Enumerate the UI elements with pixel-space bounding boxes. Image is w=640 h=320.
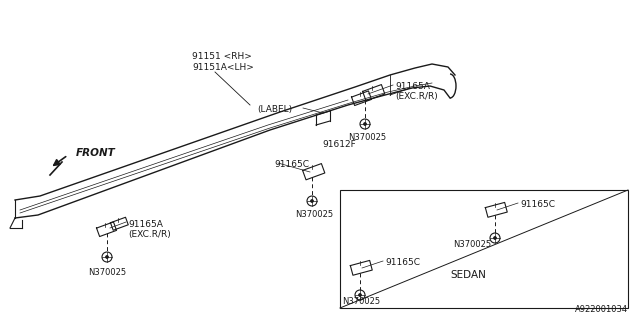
Text: (LABEL): (LABEL) bbox=[257, 105, 292, 114]
Text: (EXC.R/R): (EXC.R/R) bbox=[128, 230, 171, 239]
Text: 91612F: 91612F bbox=[322, 140, 356, 149]
Bar bbox=[340, 190, 628, 308]
Text: N370025: N370025 bbox=[295, 210, 333, 219]
Text: N370025: N370025 bbox=[342, 297, 380, 306]
Text: A922001034: A922001034 bbox=[575, 305, 628, 314]
Text: 91165C: 91165C bbox=[274, 160, 309, 169]
Text: 91165C: 91165C bbox=[520, 200, 555, 209]
Text: SEDAN: SEDAN bbox=[450, 270, 486, 280]
Circle shape bbox=[310, 199, 314, 203]
Text: (EXC.R/R): (EXC.R/R) bbox=[395, 92, 438, 101]
Text: N370025: N370025 bbox=[348, 133, 386, 142]
Text: N370025: N370025 bbox=[88, 268, 126, 277]
Text: 91151A<LH>: 91151A<LH> bbox=[192, 63, 254, 72]
Circle shape bbox=[364, 123, 367, 125]
Text: 91165A: 91165A bbox=[128, 220, 163, 229]
Text: 91165C: 91165C bbox=[385, 258, 420, 267]
Circle shape bbox=[106, 255, 109, 259]
Text: 91151 <RH>: 91151 <RH> bbox=[192, 52, 252, 61]
Circle shape bbox=[358, 293, 362, 297]
Text: 91165A: 91165A bbox=[395, 82, 430, 91]
Text: FRONT: FRONT bbox=[76, 148, 116, 158]
Text: N370025: N370025 bbox=[453, 240, 491, 249]
Circle shape bbox=[493, 236, 497, 239]
